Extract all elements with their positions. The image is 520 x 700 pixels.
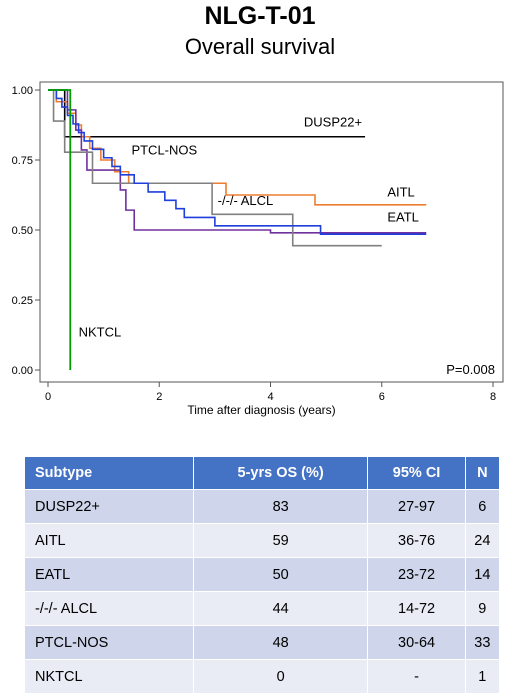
series-line-ptcl-nos: [48, 89, 427, 235]
x-tick-label: 4: [267, 391, 273, 403]
cell-n: 24: [464, 523, 501, 558]
table-row: -/-/- ALCL 44 14-72 9: [24, 591, 501, 626]
cell-ci: -: [367, 659, 466, 694]
cell-subtype: NKTCL: [24, 659, 194, 694]
table-row: EATL 50 23-72 14: [24, 557, 501, 592]
header-n: N: [464, 456, 501, 490]
y-tick-label: 0.75: [12, 155, 33, 167]
table-row: DUSP22+ 83 27-97 6: [24, 489, 501, 524]
chart-title: NLG-T-01: [204, 2, 316, 30]
cell-subtype: EATL: [24, 557, 194, 592]
cell-subtype: PTCL-NOS: [24, 625, 194, 660]
x-tick-label: 6: [379, 391, 385, 403]
table-header-row: Subtype 5-yrs OS (%) 95% CI N: [24, 456, 501, 490]
x-tick-label: 8: [490, 391, 496, 403]
cell-subtype: DUSP22+: [24, 489, 194, 524]
y-tick-label: 0.50: [12, 225, 33, 237]
cell-subtype: AITL: [24, 523, 194, 558]
cell-ci: 27-97: [367, 489, 466, 524]
series-label: -/-/- ALCL: [218, 193, 274, 208]
cell-ci: 14-72: [367, 591, 466, 626]
cell-n: 6: [464, 489, 501, 524]
survival-table: Subtype 5-yrs OS (%) 95% CI N DUSP22+ 83…: [24, 456, 501, 694]
header-ci: 95% CI: [367, 456, 466, 490]
x-axis-label: Time after diagnosis (years): [187, 403, 335, 417]
y-tick-label: 0.00: [12, 365, 33, 377]
cell-n: 33: [464, 625, 501, 660]
cell-ci: 36-76: [367, 523, 466, 558]
series-label: DUSP22+: [304, 114, 362, 129]
cell-os: 50: [192, 557, 369, 592]
cell-os: 59: [192, 523, 369, 558]
x-tick-label: 2: [156, 391, 162, 403]
km-survival-chart: 0.00 0.25 0.50 0.75 1.00 0 2 4 6 8 Time after diag…: [12, 81, 504, 417]
cell-n: 14: [464, 557, 501, 592]
cell-ci: 23-72: [367, 557, 466, 592]
series-line-nktcl: [48, 89, 72, 370]
y-tick-label: 1.00: [12, 85, 33, 97]
table-row: PTCL-NOS 48 30-64 33: [24, 625, 501, 660]
header-subtype: Subtype: [24, 456, 194, 490]
cell-os: 48: [192, 625, 369, 660]
series-line-alcl: [48, 89, 382, 247]
table-row: AITL 59 36-76 24: [24, 523, 501, 558]
x-tick-label: 0: [45, 391, 51, 403]
series-label: PTCL-NOS: [131, 142, 197, 157]
cell-n: 1: [464, 659, 501, 694]
series-label: AITL: [387, 184, 414, 199]
cell-ci: 30-64: [367, 625, 466, 660]
table-row: NKTCL 0 - 1: [24, 659, 501, 694]
cell-os: 83: [192, 489, 369, 524]
cell-subtype: -/-/- ALCL: [24, 591, 194, 626]
header-os: 5-yrs OS (%): [192, 456, 369, 490]
cell-os: 44: [192, 591, 369, 626]
series-label: NKTCL: [79, 324, 122, 339]
cell-os: 0: [192, 659, 369, 694]
cell-n: 9: [464, 591, 501, 626]
p-value-label: P=0.008: [446, 362, 495, 377]
series-line-eatl: [48, 89, 427, 234]
y-tick-label: 0.25: [12, 295, 33, 307]
series-label: EATL: [387, 210, 419, 225]
chart-subtitle: Overall survival: [184, 34, 336, 59]
